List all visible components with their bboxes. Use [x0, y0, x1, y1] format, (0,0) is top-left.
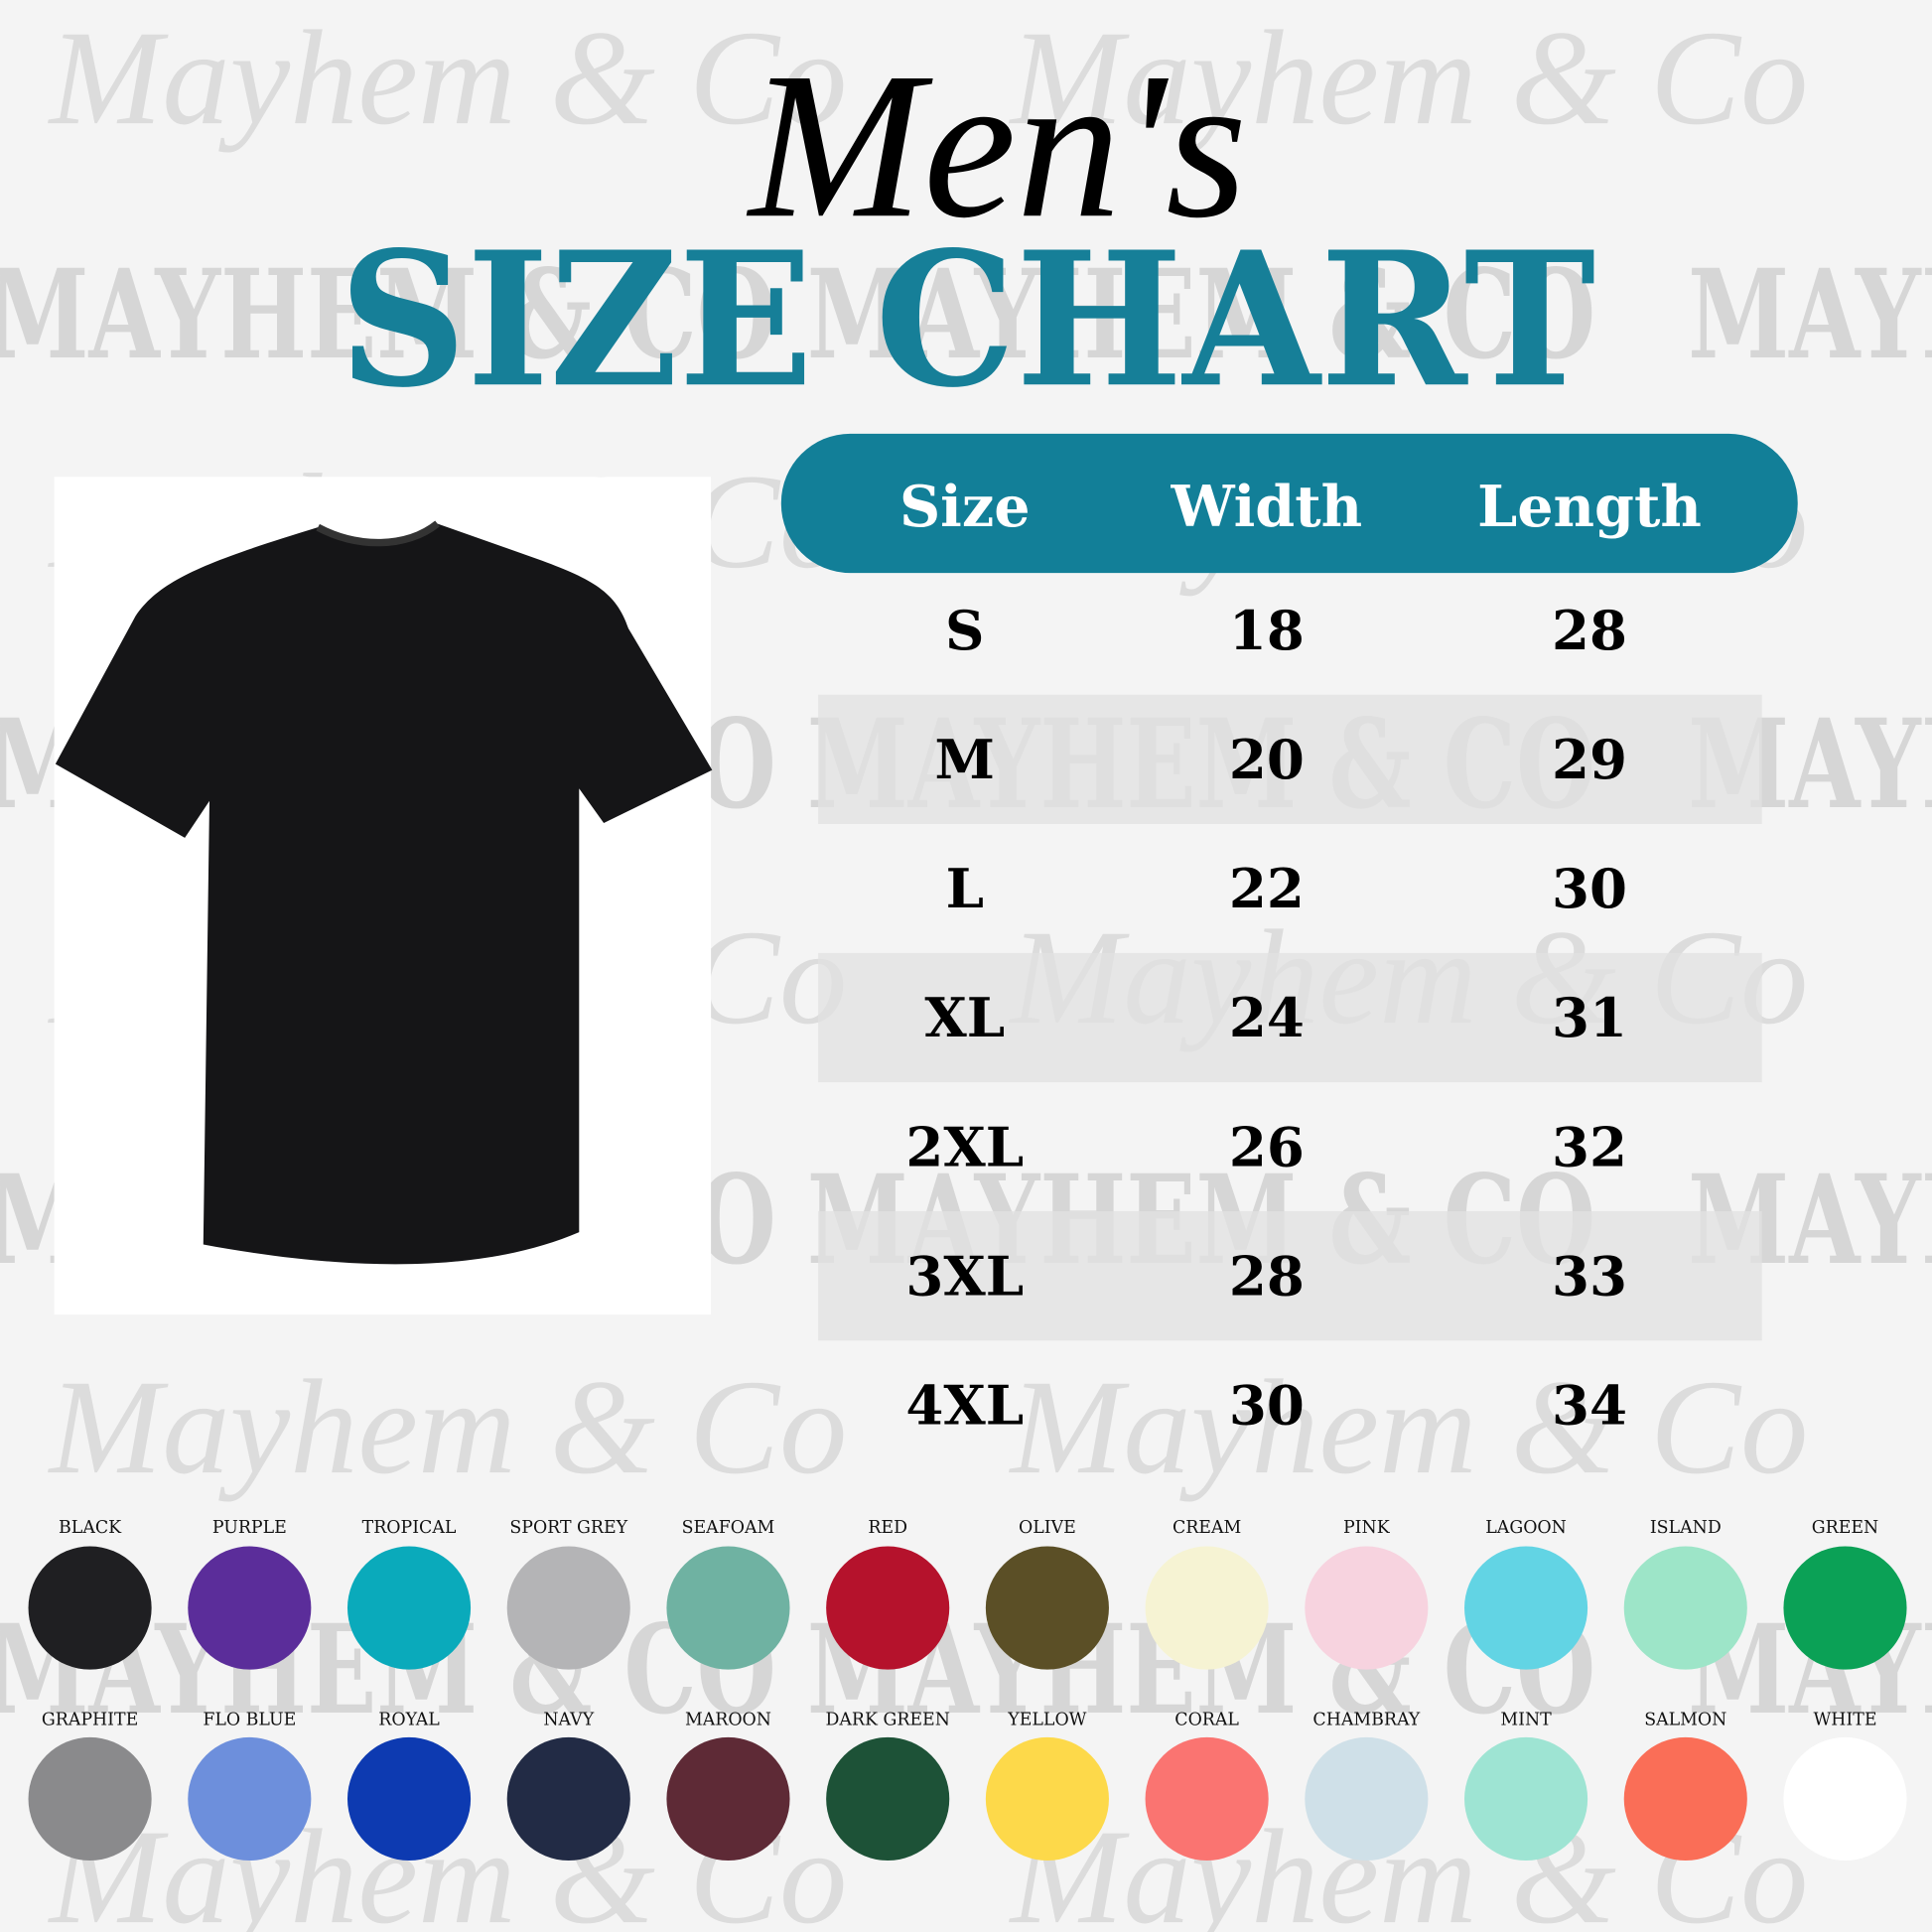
- table-cell: 30: [1229, 1373, 1305, 1437]
- color-label: SEAFOAM: [682, 1518, 775, 1538]
- color-swatch: [506, 1736, 630, 1862]
- title: SIZE CHART: [339, 210, 1595, 428]
- color-swatch: [1464, 1736, 1588, 1862]
- color-swatch: [28, 1546, 152, 1670]
- color-label: RED: [868, 1518, 907, 1538]
- color-label: OLIVE: [1019, 1518, 1076, 1538]
- color-label: YELLOW: [1007, 1711, 1086, 1730]
- color-swatch: [506, 1546, 630, 1670]
- color-swatch: [666, 1736, 790, 1862]
- table-cell: 28: [1229, 1244, 1305, 1308]
- table-cell: 28: [1552, 599, 1627, 662]
- color-label: ISLAND: [1650, 1518, 1722, 1538]
- table-header: [780, 433, 1798, 574]
- table-cell: M: [935, 728, 995, 791]
- watermark: Mayhem & Co: [48, 2, 848, 153]
- watermark: Mayhem & Co: [48, 1351, 848, 1502]
- color-label: TROPICAL: [362, 1518, 457, 1538]
- color-swatch: [1783, 1736, 1907, 1862]
- table-cell: 24: [1229, 986, 1305, 1049]
- color-swatch: [826, 1546, 950, 1670]
- table-cell: 20: [1229, 728, 1305, 791]
- color-label: PINK: [1343, 1518, 1391, 1538]
- color-label: LAGOON: [1485, 1518, 1567, 1538]
- color-swatch: [346, 1546, 472, 1670]
- table-cell: 4XL: [905, 1373, 1024, 1437]
- color-swatch: [1145, 1546, 1269, 1670]
- color-swatch: [1623, 1546, 1747, 1670]
- color-swatch: [666, 1546, 790, 1670]
- column-header: Width: [1171, 474, 1363, 540]
- table-cell: 34: [1552, 1373, 1627, 1437]
- color-label: GRAPHITE: [42, 1711, 138, 1730]
- color-label: WHITE: [1813, 1711, 1876, 1730]
- color-label: PURPLE: [212, 1518, 287, 1538]
- table-cell: 30: [1552, 857, 1627, 920]
- table-cell: 32: [1552, 1115, 1627, 1178]
- color-label: GREEN: [1812, 1518, 1878, 1538]
- color-swatch: [1623, 1736, 1747, 1862]
- color-swatch: [826, 1736, 950, 1862]
- color-swatch: [346, 1736, 472, 1862]
- collar: [316, 520, 440, 547]
- watermark: Mayhem & Co: [1009, 1351, 1809, 1502]
- color-swatch: [188, 1736, 312, 1862]
- table-cell: 22: [1229, 857, 1305, 920]
- table-cell: L: [946, 857, 984, 920]
- color-label: DARK GREEN: [825, 1711, 949, 1730]
- color-swatch: [985, 1736, 1109, 1862]
- row-shade: [818, 1210, 1762, 1341]
- color-swatch: [1305, 1546, 1429, 1670]
- table-cell: XL: [924, 986, 1005, 1049]
- table-cell: 2XL: [905, 1115, 1024, 1178]
- color-swatch: [188, 1546, 312, 1670]
- color-swatches: BLACK PURPLE TROPICAL SPORT GREY SEAFOAM RED O…: [28, 1518, 1907, 1862]
- table-cell: 3XL: [905, 1244, 1024, 1308]
- color-label: CHAMBRAY: [1312, 1711, 1420, 1730]
- color-swatch: [1145, 1736, 1269, 1862]
- color-swatch: [1305, 1736, 1429, 1862]
- color-label: CORAL: [1174, 1711, 1239, 1730]
- row-shade: [818, 952, 1762, 1083]
- color-label: BLACK: [59, 1518, 122, 1538]
- color-label: MAROON: [685, 1711, 771, 1730]
- table-cell: 29: [1552, 728, 1627, 791]
- table-cell: 33: [1552, 1244, 1627, 1308]
- script-title: Men's: [746, 29, 1247, 261]
- table-cell: 18: [1229, 599, 1305, 662]
- t-shirt: [55, 523, 713, 1265]
- column-header: Length: [1477, 474, 1702, 540]
- watermark: MAYHEM & CO: [0, 242, 776, 387]
- color-label: SPORT GREY: [509, 1518, 627, 1538]
- column-header: Size: [899, 474, 1031, 540]
- table-cell: S: [945, 599, 984, 662]
- table-cell: 26: [1229, 1115, 1305, 1178]
- watermark: MAYHEM & CO: [807, 242, 1595, 387]
- color-label: CREAM: [1173, 1518, 1241, 1538]
- color-swatch: [1464, 1546, 1588, 1670]
- color-label: ROYAL: [378, 1711, 440, 1730]
- color-label: FLO BLUE: [203, 1711, 296, 1730]
- color-label: NAVY: [543, 1711, 594, 1730]
- row-shade: [818, 694, 1762, 825]
- color-swatch: [985, 1546, 1109, 1670]
- size-table: Size Width Length S 18 28 M 20 29 L 22 30 XL 24 31 2XL 2…: [818, 474, 1762, 1437]
- color-label: SALMON: [1644, 1711, 1726, 1730]
- watermark: Mayhem & Co: [1009, 2, 1809, 153]
- color-swatch: [28, 1736, 152, 1862]
- color-swatch: [1783, 1546, 1907, 1670]
- color-label: MINT: [1500, 1711, 1552, 1730]
- table-cell: 31: [1552, 986, 1627, 1049]
- watermark: MAYHEM & CO: [1688, 242, 1932, 387]
